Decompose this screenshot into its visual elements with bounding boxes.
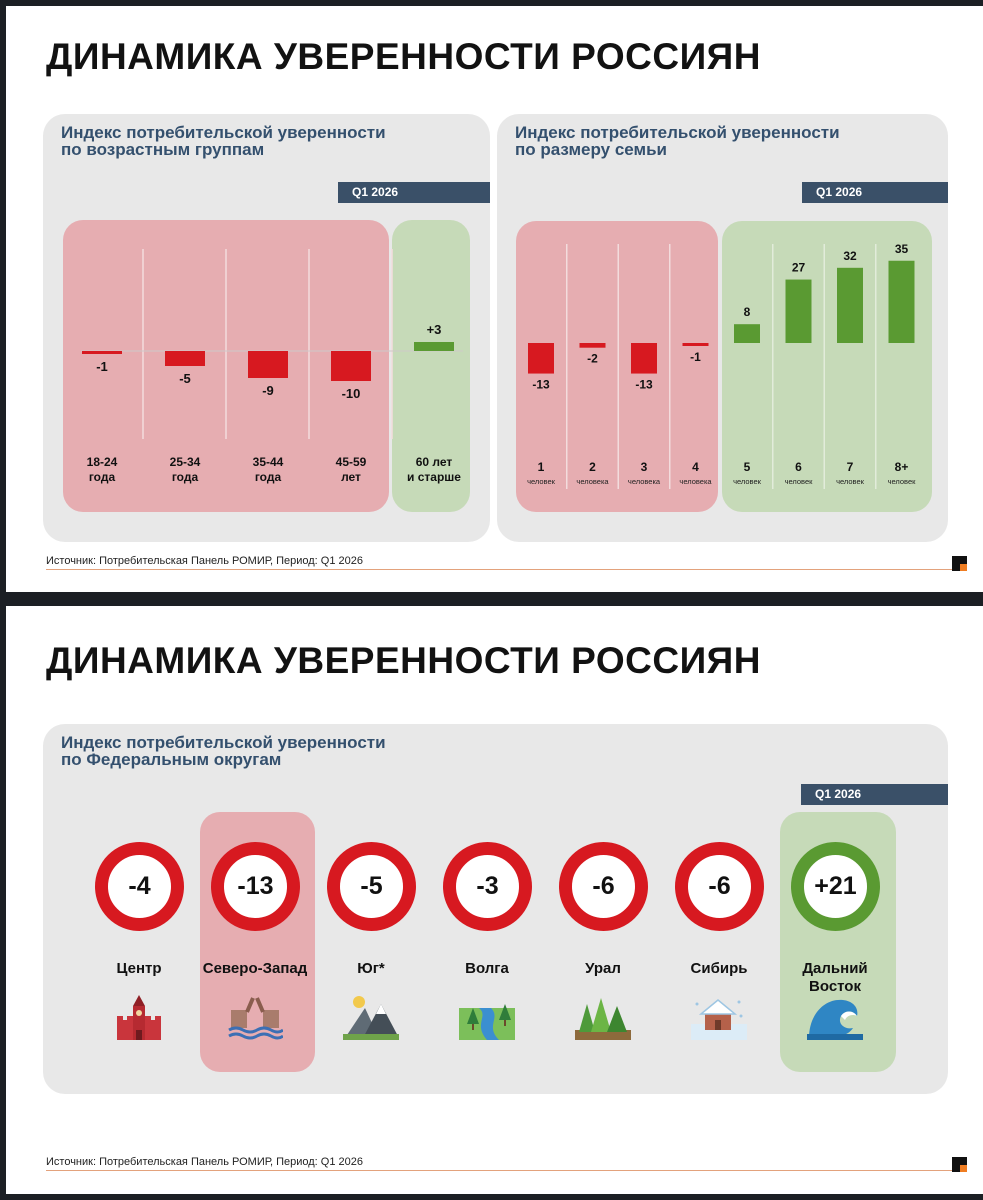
district-label-ural: Урал — [585, 960, 621, 977]
category-sublabel: человека — [628, 477, 661, 486]
category-sublabel: человек — [785, 477, 814, 486]
category-label: 18-24 — [87, 455, 118, 469]
bar — [414, 342, 454, 351]
category-label: 60 лет — [416, 455, 453, 469]
panel-districts: Индекс потребительской уверенности по Фе… — [43, 724, 948, 1094]
category-label: 4 — [692, 460, 699, 474]
bar — [682, 343, 709, 346]
drawbridge-icon — [228, 997, 283, 1040]
district-label-center: Центр — [116, 960, 162, 977]
district-label-siberia: Сибирь — [690, 960, 748, 977]
district-ring-center: -4 — [95, 842, 184, 931]
slide-age-family: ДИНАМИКА УВЕРЕННОСТИ РОССИЯН Индекс потр… — [6, 6, 983, 592]
panel-title: Индекс потребительской уверенности по во… — [61, 123, 386, 159]
data-label: -13 — [532, 378, 550, 392]
district-ring-far-east: +21 — [791, 842, 880, 931]
category-sublabel: человек — [888, 477, 917, 486]
category-label: года — [89, 470, 116, 484]
category-label: 6 — [795, 460, 802, 474]
bar — [631, 343, 657, 374]
period-badge: Q1 2026 — [338, 182, 490, 203]
slide-districts: ДИНАМИКА УВЕРЕННОСТИ РОССИЯН Индекс потр… — [6, 606, 983, 1194]
category-label: 5 — [744, 460, 751, 474]
source-footer: Источник: Потребительская Панель РОМИР, … — [46, 1156, 363, 1168]
bar — [82, 351, 122, 354]
bar — [888, 260, 915, 343]
category-sublabel: человек — [527, 477, 556, 486]
data-label: -1 — [690, 350, 701, 364]
category-sublabel: человек — [836, 477, 865, 486]
category-label: 7 — [847, 460, 854, 474]
category-sublabel: человек — [733, 477, 762, 486]
slide-title: ДИНАМИКА УВЕРЕННОСТИ РОССИЯН — [46, 640, 761, 681]
category-sublabel: человека — [576, 477, 609, 486]
district-label-northwest: Северо-Запад — [202, 960, 308, 977]
data-label: -1 — [96, 359, 108, 374]
mountains-icon — [343, 996, 399, 1040]
footer-line — [46, 569, 966, 570]
district-label-south: Юг* — [357, 960, 385, 977]
bar — [734, 324, 760, 343]
positive-zone — [392, 220, 470, 512]
district-ring-south: -5 — [327, 842, 416, 931]
panel-title: Индекс потребительской уверенности по ра… — [515, 123, 840, 159]
wave-icon — [807, 999, 863, 1040]
source-footer: Источник: Потребительская Панель РОМИР, … — [46, 555, 363, 567]
bar — [837, 267, 863, 343]
category-label: 2 — [589, 460, 596, 474]
bar — [165, 351, 205, 366]
category-label: года — [255, 470, 282, 484]
panel-title: Индекс потребительской уверенности по Фе… — [61, 733, 386, 769]
age-groups-chart: -118-24года-525-34года-935-44года-1045-5… — [81, 249, 463, 484]
district-ring-siberia: -6 — [675, 842, 764, 931]
district-ring-volga: -3 — [443, 842, 532, 931]
kremlin-icon — [117, 995, 161, 1040]
family-size-chart: -13 1 человек -2 2 человека -13 3 человека -1 4 чел… — [527, 242, 917, 489]
district-label-volga: Волга — [465, 960, 509, 977]
data-label: -9 — [262, 383, 274, 398]
data-label: -13 — [635, 378, 653, 392]
bar — [528, 343, 554, 374]
forest-icon — [575, 998, 631, 1040]
romir-logo-icon — [952, 556, 967, 571]
river-icon — [459, 1004, 515, 1040]
district-label-far-east: Дальний Восток — [802, 960, 868, 995]
bar — [331, 351, 371, 381]
category-label: 25-34 — [170, 455, 201, 469]
data-label: -5 — [179, 371, 191, 386]
data-label: +3 — [427, 322, 442, 337]
category-label: 45-59 — [336, 455, 367, 469]
category-label: 1 — [538, 460, 545, 474]
period-badge: Q1 2026 — [802, 182, 948, 203]
data-label: 32 — [843, 249, 857, 263]
bar — [579, 343, 606, 348]
panel-family-size: Индекс потребительской уверенности по ра… — [497, 114, 948, 542]
bar — [248, 351, 288, 378]
panel-age-groups: Индекс потребительской уверенности по во… — [43, 114, 490, 542]
category-label: 3 — [641, 460, 648, 474]
snow-house-icon — [691, 999, 747, 1040]
data-label: -10 — [342, 386, 361, 401]
category-label: и старше — [407, 470, 461, 484]
romir-logo-icon — [952, 1157, 967, 1172]
category-label: года — [172, 470, 199, 484]
slide-title: ДИНАМИКА УВЕРЕННОСТИ РОССИЯН — [46, 36, 761, 77]
data-label: -2 — [587, 352, 598, 366]
bar — [785, 279, 812, 343]
data-label: 27 — [792, 261, 806, 275]
data-label: 8 — [744, 305, 751, 319]
period-badge: Q1 2026 — [801, 784, 948, 805]
category-label: лет — [341, 470, 361, 484]
district-ring-northwest: -13 — [211, 842, 300, 931]
data-label: 35 — [895, 242, 909, 256]
category-label: 8+ — [895, 460, 909, 474]
category-sublabel: человека — [679, 477, 712, 486]
district-ring-ural: -6 — [559, 842, 648, 931]
footer-line — [46, 1170, 966, 1171]
category-label: 35-44 — [253, 455, 284, 469]
